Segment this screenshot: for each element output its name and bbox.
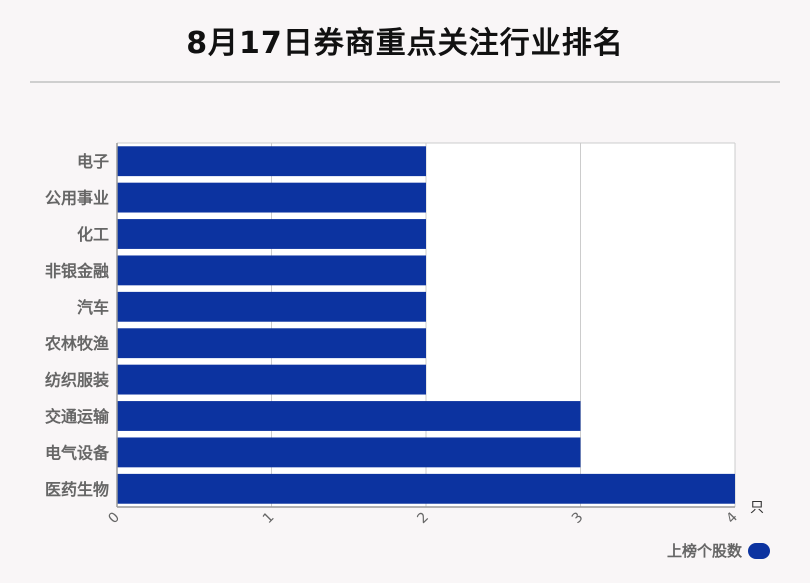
bar (117, 291, 426, 322)
bar (117, 401, 581, 431)
legend-label: 上榜个股数 (666, 542, 742, 560)
category-label: 电子 (77, 152, 109, 171)
bar (117, 219, 426, 249)
chart-title: 8月17日券商重点关注行业排名 (186, 26, 624, 61)
category-label: 汽车 (77, 298, 109, 317)
legend[interactable]: 上榜个股数 (667, 540, 770, 561)
x-tick-label: 4 (723, 509, 741, 527)
bar (117, 473, 735, 504)
bar (117, 146, 426, 177)
unit-label: 只 (750, 500, 764, 516)
bar (117, 182, 426, 213)
x-tick-label: 3 (569, 509, 587, 527)
x-tick-label: 1 (260, 509, 278, 527)
title-divider (30, 81, 780, 83)
bar (117, 437, 581, 468)
category-label: 公用事业 (45, 189, 109, 208)
category-label: 交通运输 (45, 407, 110, 426)
category-label: 纺织服装 (45, 371, 109, 390)
x-tick-label: 0 (105, 509, 123, 527)
category-label: 电气设备 (45, 443, 110, 462)
category-label: 医药生物 (45, 480, 109, 499)
bar (117, 255, 426, 286)
legend-swatch (748, 542, 770, 559)
category-label: 农林牧渔 (44, 334, 109, 353)
category-label: 化工 (77, 225, 109, 244)
x-tick-label: 2 (414, 509, 432, 527)
category-label: 非银金融 (45, 261, 109, 280)
bar (117, 328, 426, 359)
bar (117, 364, 426, 395)
